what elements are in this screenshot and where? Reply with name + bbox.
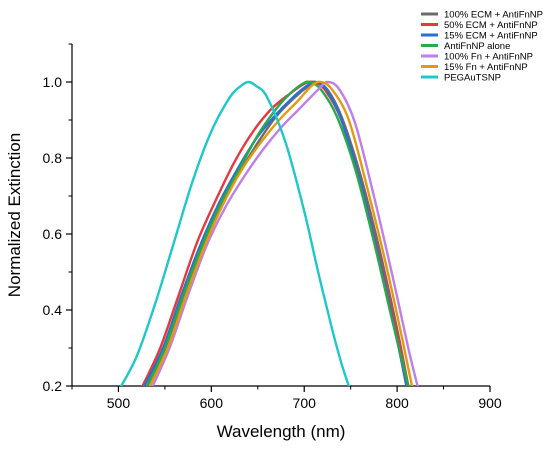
series-line-7	[120, 80, 351, 386]
legend-label-6: 15% Fn + AntiFnNP	[444, 62, 528, 73]
legend-label-2: 50% ECM + AntiFnNP	[444, 20, 538, 31]
x-tick-label: 600	[200, 395, 224, 411]
y-tick-label: 0.8	[43, 150, 63, 166]
legend-label-7: PEGAuTSNP	[444, 73, 501, 84]
series-line-3	[143, 80, 408, 386]
y-axis-title: Normalized Extinction	[5, 133, 24, 297]
y-tick-label: 0.6	[43, 226, 63, 242]
y-tick-label: 0.4	[43, 302, 63, 318]
y-tick-label: 1.0	[43, 74, 63, 90]
series-line-1	[146, 80, 410, 386]
x-tick-label: 800	[385, 395, 409, 411]
series-line-5	[151, 80, 419, 386]
series-lines	[120, 80, 419, 386]
legend-label-5: 100% Fn + AntiFnNP	[444, 52, 533, 63]
series-line-4	[146, 80, 410, 386]
x-tick-label: 500	[107, 395, 131, 411]
legend-label-1: 100% ECM + AntiFnNP	[444, 10, 543, 21]
x-tick-label: 700	[293, 395, 317, 411]
legend-label-4: AntiFnNP alone	[444, 41, 510, 52]
legend-label-3: 15% ECM + AntiFnNP	[444, 31, 538, 42]
x-axis-title: Wavelength (nm)	[217, 422, 346, 441]
x-tick-label: 900	[478, 395, 502, 411]
series-line-6	[148, 80, 414, 386]
axes: 500 600 700 800 900 0.2 0.4 0.6 0.8 1.0	[43, 43, 502, 411]
y-tick-label: 0.2	[43, 378, 63, 394]
series-line-2	[141, 80, 410, 386]
